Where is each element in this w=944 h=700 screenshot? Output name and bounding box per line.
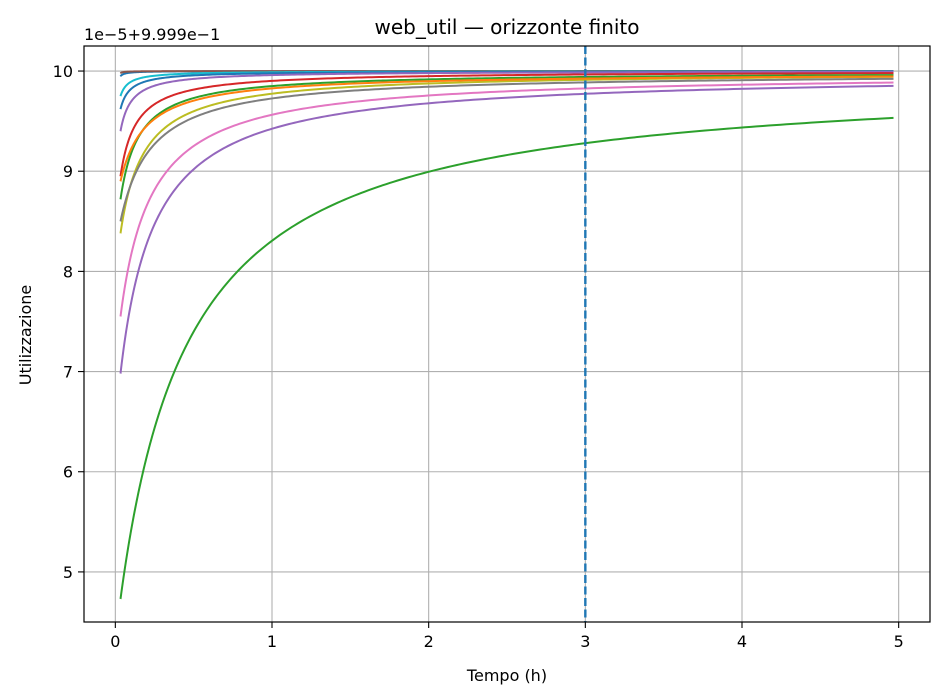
y-axis-ticks: 5 6 7 8 9 10	[53, 62, 84, 582]
x-axis-ticks: 0 1 2 3 4 5	[110, 622, 904, 651]
series-line-13	[119, 116, 894, 600]
x-tick-label: 1	[267, 632, 277, 651]
y-tick-label: 9	[63, 162, 73, 181]
x-tick-label: 2	[424, 632, 434, 651]
series-line-12	[119, 84, 894, 375]
y-tick-label: 8	[63, 262, 73, 281]
x-tick-label: 0	[110, 632, 120, 651]
plot-frame	[83, 45, 931, 623]
series-line-9	[119, 75, 894, 183]
grid	[84, 46, 930, 622]
series-line-11	[119, 81, 894, 318]
y-tick-label: 6	[63, 463, 73, 482]
series-line-10	[119, 77, 894, 223]
y-tick-label: 7	[63, 363, 73, 382]
series-line-7	[119, 74, 894, 201]
x-tick-label: 4	[737, 632, 747, 651]
series-line-5	[119, 70, 894, 133]
series-lines	[119, 70, 894, 600]
x-tick-label: 3	[580, 632, 590, 651]
chart-title: web_util — orizzonte finito	[374, 15, 639, 39]
y-axis-offset-text: 1e−5+9.999e−1	[84, 25, 220, 44]
x-axis-label: Tempo (h)	[466, 666, 547, 685]
y-tick-label: 5	[63, 563, 73, 582]
y-axis-label: Utilizzazione	[16, 285, 35, 386]
series-line-8	[119, 75, 894, 235]
series-line-6	[119, 72, 894, 178]
y-tick-label: 10	[53, 62, 73, 81]
x-tick-label: 5	[894, 632, 904, 651]
